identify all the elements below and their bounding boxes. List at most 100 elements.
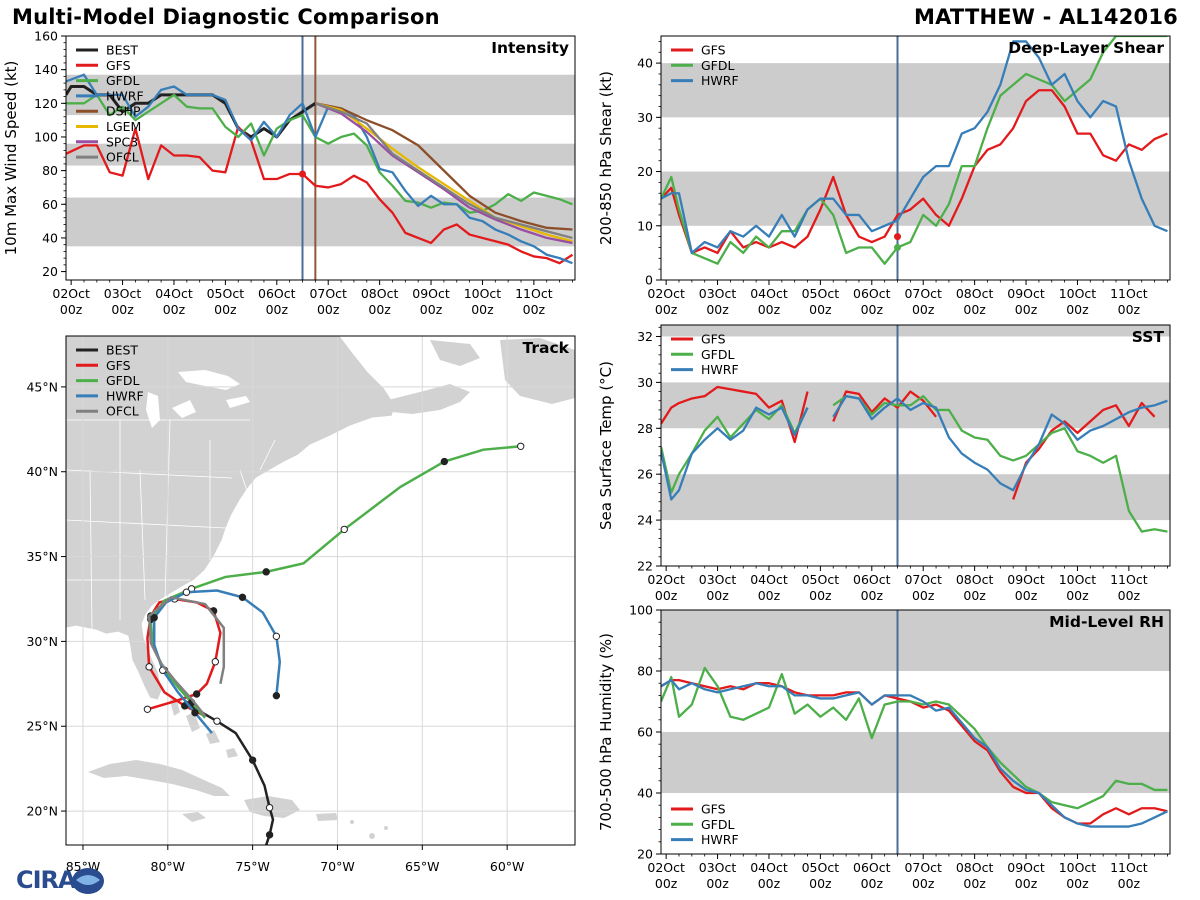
sst-xtick-label: 09Oct	[1007, 572, 1045, 587]
track-series-group	[143, 442, 525, 845]
cira-logo: CIRA	[6, 866, 106, 896]
sst-xtick-label: 06Oct	[853, 572, 891, 587]
track-point-gfs	[192, 690, 201, 698]
rh-series-group	[661, 666, 1168, 828]
shear-ylabel: 200-850 hPa Shear (kt)	[597, 71, 615, 245]
rh-xtick-label: 10Oct	[1059, 860, 1097, 875]
shear-panel-title: Deep-Layer Shear	[1008, 39, 1164, 57]
rh-xtick-label: 00z	[861, 876, 884, 891]
track-point-hwrf	[191, 708, 199, 717]
rh-band-1	[661, 610, 1170, 671]
sst-xtick-label: 00z	[706, 588, 729, 603]
sst-ytick-label: 28	[637, 421, 653, 436]
track-axes-frame	[65, 335, 576, 846]
intensity-line-hwrf	[66, 73, 573, 265]
intensity-legend-label-lgem: LGEM	[106, 119, 141, 134]
panel-track: 20°N25°N30°N35°N40°N45°N85°W 80°W 75°W 70°W…	[26, 335, 576, 874]
rh-xtick-label: 00z	[1015, 876, 1038, 891]
rh-xtick-label: 00z	[706, 876, 729, 891]
panel-shear: 01020304002Oct00z03Oct00z04Oct00z05Oct00…	[597, 35, 1171, 317]
track-xtick-label: 75°W	[235, 859, 270, 874]
sst-xtick-label: 00z	[861, 588, 884, 603]
rh-xtick-label: 00z	[963, 876, 986, 891]
shear-ytick-label: 20	[637, 164, 653, 179]
intensity-ytick-label: 140	[34, 62, 58, 77]
track-point-gfdl	[262, 568, 270, 576]
intensity-ytick-label: 60	[42, 197, 58, 212]
intensity-ytick-label: 120	[34, 96, 58, 111]
intensity-legend-label-gfs: GFS	[106, 58, 131, 73]
shear-axes-frame	[660, 35, 1171, 281]
track-point-hwrf	[238, 593, 247, 601]
track-line-ofcl	[147, 595, 226, 717]
shear-ytick-label: 30	[637, 110, 653, 125]
rh-line-gfdl	[661, 666, 1168, 810]
track-line-gfdl	[149, 445, 521, 719]
rh-xtick-label: 00z	[809, 876, 832, 891]
intensity-axes-frame	[65, 35, 576, 281]
intensity-xtick-label: 00z	[111, 302, 134, 317]
rh-legend-label-gfdl: GFDL	[701, 817, 735, 832]
rh-xtick-label: 00z	[655, 876, 678, 891]
track-panel-title: Track	[523, 339, 570, 357]
shear-xtick-label: 00z	[809, 302, 832, 317]
rh-xtick-label: 00z	[912, 876, 935, 891]
sst-xtick-label: 10Oct	[1059, 572, 1097, 587]
track-point-gfdl	[440, 457, 449, 466]
track-xtick-label: 70°W	[320, 859, 355, 874]
intensity-xtick-label: 07Oct	[309, 286, 347, 301]
sst-xtick-label: 00z	[1015, 588, 1038, 603]
track-ytick-label: 45°N	[26, 379, 58, 394]
intensity-legend-label-ofcl: OFCL	[106, 150, 139, 165]
intensity-panel-title: Intensity	[491, 39, 569, 57]
intensity-xtick-label: 00z	[214, 302, 237, 317]
rh-xtick-label: 00z	[1066, 876, 1089, 891]
intensity-xtick-label: 00z	[266, 302, 289, 317]
great-lakes	[178, 370, 240, 390]
shear-xtick-label: 00z	[861, 302, 884, 317]
rh-band-0	[661, 732, 1170, 793]
rh-xtick-label: 11Oct	[1110, 860, 1148, 875]
sst-xtick-label: 00z	[655, 588, 678, 603]
intensity-xtick-label: 05Oct	[207, 286, 245, 301]
track-point-best	[265, 831, 274, 839]
rh-xtick-label: 05Oct	[802, 860, 840, 875]
intensity-series-group	[66, 73, 574, 265]
panel-intensity: 2040608010012014016002Oct00z03Oct00z04Oc…	[2, 29, 576, 317]
track-point-best	[265, 803, 274, 812]
intensity-legend-label-best: BEST	[106, 43, 138, 58]
sst-axes-frame	[660, 324, 1171, 567]
track-ytick-label: 25°N	[26, 719, 58, 734]
shear-xtick-label: 04Oct	[750, 286, 788, 301]
intensity-xtick-label: 00z	[420, 302, 443, 317]
track-point-gfs	[145, 663, 153, 671]
rh-xtick-label: 04Oct	[750, 860, 788, 875]
shear-band-0	[661, 171, 1170, 226]
shear-xtick-label: 08Oct	[956, 286, 994, 301]
track-legend-label-gfs: GFS	[106, 358, 131, 373]
track-legend-label-ofcl: OFCL	[106, 404, 139, 419]
intensity-xtick-label: 08Oct	[361, 286, 399, 301]
track-legend-label-hwrf: HWRF	[106, 388, 144, 403]
shear-xtick-label: 00z	[1015, 302, 1038, 317]
sst-band-1	[661, 382, 1170, 429]
intensity-ytick-label: 100	[34, 129, 58, 144]
intensity-line-lgem	[315, 102, 573, 243]
track-ytick-label: 30°N	[26, 634, 58, 649]
track-point-gfdl	[517, 442, 525, 450]
shear-band-1	[661, 63, 1170, 118]
track-legend-label-best: BEST	[106, 343, 138, 358]
intensity-xtick-label: 00z	[60, 302, 83, 317]
sst-xtick-label: 00z	[758, 588, 781, 603]
shear-xtick-label: 00z	[706, 302, 729, 317]
rh-xtick-label: 06Oct	[853, 860, 891, 875]
rh-xtick-label: 00z	[758, 876, 781, 891]
sst-legend-label-hwrf: HWRF	[701, 362, 739, 377]
track-point-gfs	[211, 658, 220, 666]
intensity-xtick-label: 00z	[368, 302, 391, 317]
rh-xtick-label: 07Oct	[904, 860, 942, 875]
track-map-background	[66, 336, 575, 845]
sst-line-gfdl	[661, 404, 809, 494]
intensity-xtick-label: 04Oct	[155, 286, 193, 301]
